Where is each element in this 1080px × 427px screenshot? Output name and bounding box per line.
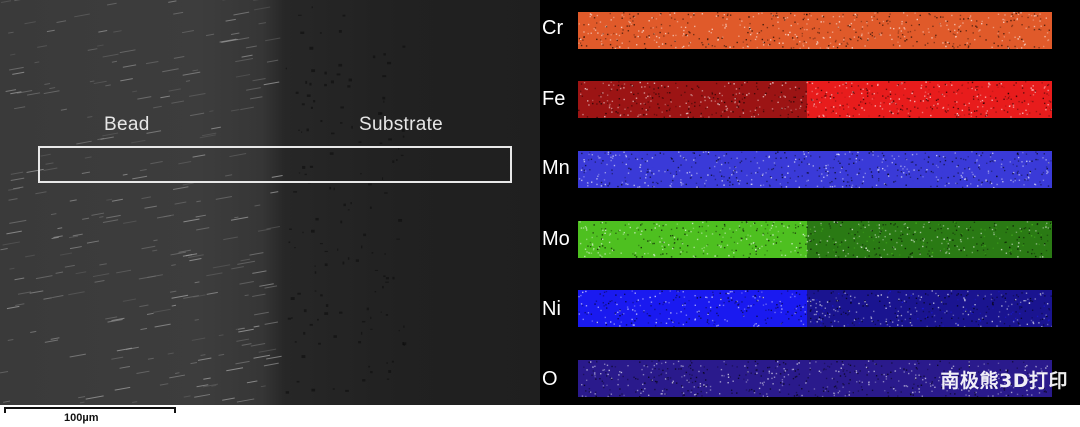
line-scan-box xyxy=(38,146,512,183)
element-label-o: O xyxy=(542,368,558,390)
map-bar-fe xyxy=(578,81,1052,118)
scale-bar-tick-left xyxy=(4,407,6,413)
map-bar-mn xyxy=(578,151,1052,188)
map-texture-cr xyxy=(578,12,1052,49)
element-label-mo: Mo xyxy=(542,228,570,250)
element-label-ni: Ni xyxy=(542,298,561,320)
map-texture-mo xyxy=(578,221,1052,258)
sem-texture xyxy=(0,0,407,404)
map-bar-cr xyxy=(578,12,1052,49)
eds-maps-panel: Cr Fe Mn Mo Ni O 南极熊3D打印 xyxy=(540,0,1080,405)
scale-bar: 100µm xyxy=(4,404,176,426)
bead-label: Bead xyxy=(104,114,150,135)
map-texture-fe xyxy=(578,81,1052,118)
map-bar-o xyxy=(578,360,1052,397)
map-texture-ni xyxy=(578,290,1052,327)
scale-bar-line xyxy=(4,407,174,409)
scale-bar-tick-right xyxy=(174,407,176,413)
element-label-fe: Fe xyxy=(542,88,566,110)
substrate-label: Substrate xyxy=(359,114,444,135)
element-label-mn: Mn xyxy=(542,157,570,179)
map-bar-mo xyxy=(578,221,1052,258)
scale-bar-label: 100µm xyxy=(64,412,99,424)
map-texture-o xyxy=(578,360,1052,397)
map-texture-mn xyxy=(578,151,1052,188)
element-label-cr: Cr xyxy=(542,17,564,39)
map-bar-ni xyxy=(578,290,1052,327)
watermark-text: 南极熊3D打印 xyxy=(940,370,1068,392)
sem-micrograph: Bead Substrate xyxy=(0,0,540,405)
